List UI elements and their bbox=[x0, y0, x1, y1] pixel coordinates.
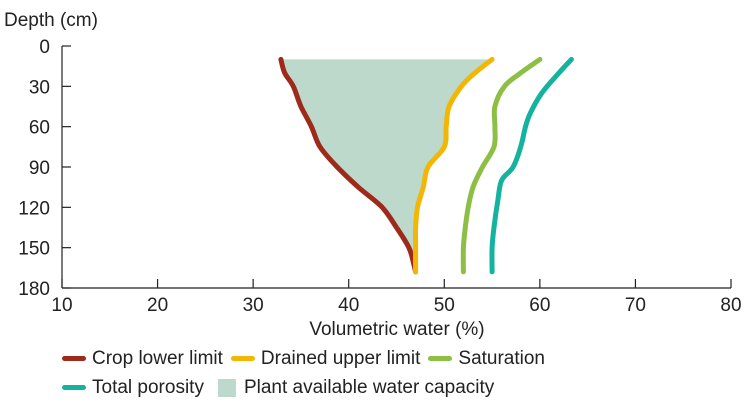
series-saturation bbox=[463, 59, 540, 272]
x-tick-label: 60 bbox=[529, 295, 550, 316]
legend-row: Crop lower limit Drained upper limit Satur… bbox=[62, 344, 742, 373]
legend-item: Plant available water capacity bbox=[212, 377, 494, 399]
x-tick-label: 20 bbox=[147, 295, 168, 316]
legend-row: Total porosity Plant available water capa… bbox=[62, 373, 742, 402]
legend-item: Saturation bbox=[428, 348, 545, 370]
y-tick-label: 180 bbox=[18, 279, 50, 300]
y-tick-label: 60 bbox=[29, 118, 50, 139]
legend-swatch bbox=[218, 379, 236, 397]
x-tick-label: 40 bbox=[338, 295, 359, 316]
legend-label: Crop lower limit bbox=[92, 348, 223, 370]
y-axis-title: Depth (cm) bbox=[4, 10, 98, 31]
x-tick-label: 30 bbox=[243, 295, 264, 316]
legend-label: Total porosity bbox=[92, 377, 204, 399]
y-tick-label: 90 bbox=[29, 158, 50, 179]
y-tick-label: 0 bbox=[39, 37, 50, 58]
x-tick-label: 10 bbox=[51, 295, 72, 316]
y-tick-label: 30 bbox=[29, 77, 50, 98]
legend-swatch bbox=[62, 356, 86, 361]
legend-item: Total porosity bbox=[62, 377, 204, 399]
legend-swatch bbox=[62, 385, 86, 390]
x-tick-label: 80 bbox=[720, 295, 741, 316]
legend-swatch bbox=[231, 356, 255, 361]
legend-label: Drained upper limit bbox=[261, 348, 420, 370]
legend-label: Saturation bbox=[458, 348, 545, 370]
x-axis-title: Volumetric water (%) bbox=[309, 319, 484, 340]
legend: Crop lower limit Drained upper limit Satur… bbox=[62, 344, 742, 402]
x-tick-label: 50 bbox=[434, 295, 455, 316]
y-tick-label: 120 bbox=[18, 198, 50, 219]
y-tick-label: 150 bbox=[18, 239, 50, 260]
legend-item: Drained upper limit bbox=[231, 348, 420, 370]
legend-swatch bbox=[428, 356, 452, 361]
legend-item: Crop lower limit bbox=[62, 348, 223, 370]
legend-label: Plant available water capacity bbox=[244, 377, 494, 399]
x-tick-label: 70 bbox=[625, 295, 646, 316]
